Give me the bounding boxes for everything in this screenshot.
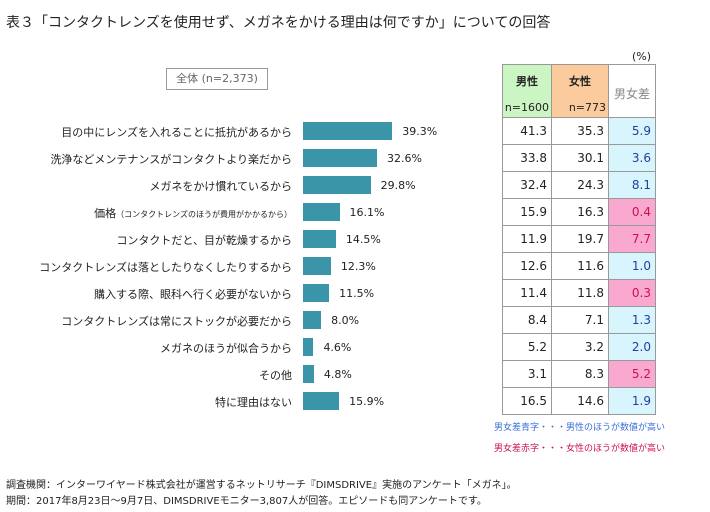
category-label: 価格（コンタクトレンズのほうが費用がかかるから）	[94, 207, 292, 220]
bar	[303, 203, 340, 221]
bar	[303, 257, 331, 275]
female-cell: 3.2	[551, 333, 609, 361]
page-title: 表３「コンタクトレンズを使用せず、メガネをかける理由は何ですか」についての回答	[6, 15, 551, 31]
category-label: 購入する際、眼科へ行く必要がないから	[94, 288, 292, 301]
bar	[303, 365, 314, 383]
diff-cell: 1.3	[608, 306, 656, 334]
column-header: 男性 n=1600	[502, 64, 552, 118]
diff-cell: 3.6	[608, 144, 656, 172]
note-blue: 男女差青字・・・男性のほうが数値が高い	[494, 423, 666, 433]
bar	[303, 149, 377, 167]
bar	[303, 284, 330, 302]
category-label: コンタクトだと、目が乾燥するから	[116, 234, 292, 247]
header-label: 男性	[516, 75, 538, 88]
table-row: 5.2 3.2 2.0	[502, 333, 656, 361]
male-cell: 32.4	[502, 171, 552, 199]
male-cell: 12.6	[502, 252, 552, 280]
male-cell: 5.2	[502, 333, 552, 361]
female-cell: 16.3	[551, 198, 609, 226]
total-label: 全体 (n=2,373)	[166, 68, 268, 90]
value-label: 32.6%	[387, 152, 422, 165]
value-label: 11.5%	[339, 287, 375, 300]
male-cell: 11.9	[502, 225, 552, 253]
table-row: 8.4 7.1 1.3	[502, 306, 656, 334]
bar	[303, 122, 393, 140]
female-cell: 14.6	[551, 387, 609, 415]
female-cell: 35.3	[551, 117, 609, 145]
bar	[303, 311, 322, 329]
diff-cell: 5.2	[608, 360, 656, 388]
column-header: 男女差	[608, 64, 656, 118]
table-row: 16.5 14.6 1.9	[502, 387, 656, 415]
table-row: 15.9 16.3 0.4	[502, 198, 656, 226]
table-row: 12.6 11.6 1.0	[502, 252, 656, 280]
category-label: その他	[259, 369, 292, 382]
female-cell: 8.3	[551, 360, 609, 388]
bar	[303, 338, 314, 356]
table-row: 32.4 24.3 8.1	[502, 171, 656, 199]
diff-cell: 0.3	[608, 279, 656, 307]
category-label: メガネをかけ慣れているから	[149, 180, 292, 193]
footer-period: 期間：2017年8月23日～9月7日、DIMSDRIVEモニター3,807人が回…	[6, 496, 487, 507]
diff-cell: 2.0	[608, 333, 656, 361]
diff-cell: 8.1	[608, 171, 656, 199]
diff-cell: 5.9	[608, 117, 656, 145]
bar	[303, 230, 336, 248]
diff-cell: 1.0	[608, 252, 656, 280]
bar	[303, 392, 340, 410]
table-row: 41.3 35.3 5.9	[502, 117, 656, 145]
header-n: n=1600	[504, 101, 549, 114]
table-row: 11.9 19.7 7.7	[502, 225, 656, 253]
category-label: 特に理由はない	[215, 396, 292, 409]
header-label: 女性	[569, 75, 591, 88]
male-cell: 16.5	[502, 387, 552, 415]
value-label: 12.3%	[340, 260, 376, 273]
bar	[303, 176, 371, 194]
category-label: 目の中にレンズを入れることに抵抗があるから	[61, 126, 292, 139]
male-cell: 33.8	[502, 144, 552, 172]
category-label: コンタクトレンズは落としたりなくしたりするから	[39, 261, 292, 274]
female-cell: 11.6	[551, 252, 609, 280]
value-label: 29.8%	[380, 179, 416, 192]
value-label: 4.8%	[323, 368, 352, 381]
table-row: 3.1 8.3 5.2	[502, 360, 656, 388]
category-label: メガネのほうが似合うから	[160, 342, 292, 355]
diff-cell: 1.9	[608, 387, 656, 415]
male-cell: 41.3	[502, 117, 552, 145]
category-label: コンタクトレンズは常にストックが必要だから	[61, 315, 292, 328]
category-label: 洗浄などメンテナンスがコンタクトより楽だから	[50, 153, 292, 166]
male-cell: 3.1	[502, 360, 552, 388]
footer-source: 調査機関：インターワイヤード株式会社が運営するネットリサーチ『DIMSDRIVE…	[6, 480, 517, 491]
unit-label: (%)	[632, 50, 652, 63]
value-label: 8.0%	[331, 314, 360, 327]
gender-table: 男性 n=1600 女性 n=773 男女差 41.3 35.3 5.9 33.8 30.1 3.6…	[502, 64, 656, 415]
header-n: n=773	[568, 101, 606, 114]
female-cell: 7.1	[551, 306, 609, 334]
female-cell: 19.7	[551, 225, 609, 253]
male-cell: 11.4	[502, 279, 552, 307]
male-cell: 8.4	[502, 306, 552, 334]
table-row: 11.4 11.8 0.3	[502, 279, 656, 307]
female-cell: 30.1	[551, 144, 609, 172]
diff-cell: 0.4	[608, 198, 656, 226]
value-label: 15.9%	[349, 395, 385, 408]
diff-cell: 7.7	[608, 225, 656, 253]
value-label: 14.5%	[345, 233, 381, 246]
header-label: 男女差	[613, 87, 650, 101]
column-header: 女性 n=773	[551, 64, 609, 118]
value-label: 4.6%	[323, 341, 352, 354]
female-cell: 24.3	[551, 171, 609, 199]
male-cell: 15.9	[502, 198, 552, 226]
note-red: 男女差赤字・・・女性のほうが数値が高い	[494, 444, 666, 454]
table-row: 33.8 30.1 3.6	[502, 144, 656, 172]
value-label: 16.1%	[349, 206, 385, 219]
value-label: 39.3%	[402, 125, 438, 138]
female-cell: 11.8	[551, 279, 609, 307]
